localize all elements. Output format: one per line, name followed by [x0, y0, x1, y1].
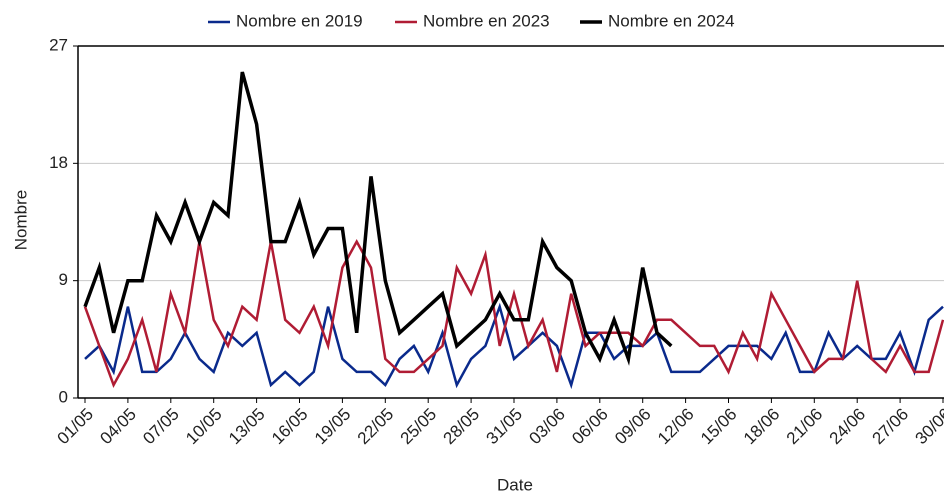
x-tick-label: 31/05: [482, 405, 526, 449]
x-tick-label: 27/06: [869, 405, 913, 449]
series-line: [84, 302, 944, 390]
y-tick-label: 18: [49, 153, 68, 172]
x-tick-label: 18/06: [740, 405, 784, 449]
series-line: [83, 239, 944, 389]
x-tick-label: 19/05: [311, 405, 355, 449]
y-tick-label: 9: [59, 270, 68, 289]
x-tick-label: 04/05: [96, 405, 140, 449]
x-tick-label: 09/06: [611, 405, 655, 449]
x-tick-label: 22/05: [354, 405, 398, 449]
x-tick-label: 07/05: [139, 405, 183, 449]
x-tick-label: 25/05: [397, 405, 441, 449]
x-tick-label: 16/05: [268, 405, 312, 449]
y-tick-label: 0: [59, 387, 68, 406]
x-tick-label: 03/06: [525, 405, 569, 449]
x-tick-label: 24/06: [826, 405, 870, 449]
x-axis-label: Date: [497, 475, 533, 494]
legend-label: Nombre en 2024: [608, 11, 735, 30]
x-tick-label: 15/06: [697, 405, 741, 449]
y-axis-label: Nombre: [11, 190, 30, 250]
x-tick-label: 30/06: [911, 405, 944, 449]
x-tick-label: 06/06: [568, 405, 612, 449]
x-tick-label: 21/06: [783, 405, 827, 449]
series-line: [83, 71, 673, 366]
legend-label: Nombre en 2019: [236, 11, 363, 30]
x-tick-label: 13/05: [225, 405, 269, 449]
x-tick-label: 01/05: [53, 405, 97, 449]
x-tick-label: 28/05: [440, 405, 484, 449]
y-tick-label: 27: [49, 35, 68, 54]
x-tick-label: 12/06: [654, 405, 698, 449]
legend-label: Nombre en 2023: [423, 11, 550, 30]
x-tick-label: 10/05: [182, 405, 226, 449]
